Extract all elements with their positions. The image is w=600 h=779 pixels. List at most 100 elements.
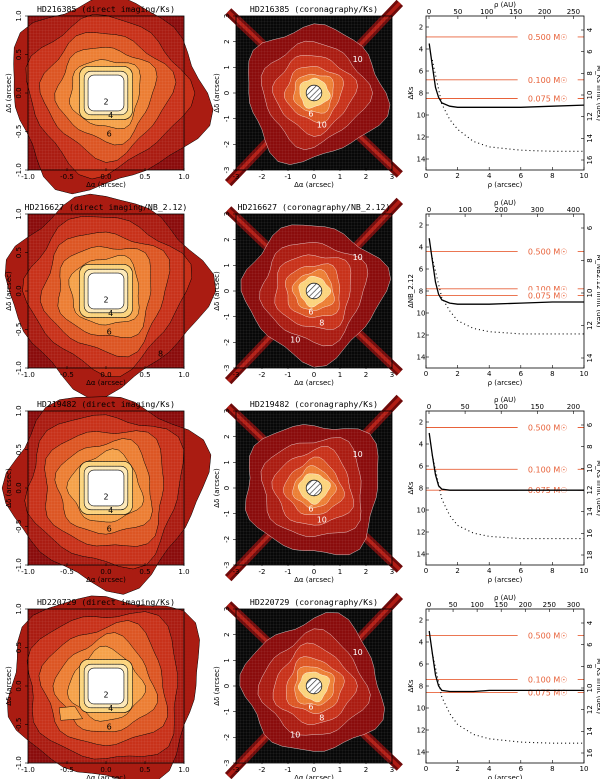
x-tick-label: 1 bbox=[338, 568, 342, 576]
left-tick-label: 10 bbox=[417, 705, 426, 713]
left-tick-label: 14 bbox=[417, 749, 426, 757]
right-tick-label: 12 bbox=[586, 486, 594, 495]
left-tick-label: 2 bbox=[419, 617, 423, 625]
x-tick-label: 1.0 bbox=[178, 568, 189, 576]
x-tick-label: 6 bbox=[519, 567, 524, 575]
x-tick-label: 10 bbox=[580, 370, 589, 378]
x-tick-label: 0.0 bbox=[100, 173, 111, 181]
x-tick-label: 2 bbox=[364, 371, 368, 379]
right-tick-label: 6 bbox=[586, 642, 594, 647]
right-tick-label: 10 bbox=[586, 91, 594, 100]
direct-contrast-curve bbox=[431, 652, 584, 744]
right-tick-label: 16 bbox=[586, 748, 594, 757]
top-tick-label: 100 bbox=[495, 403, 508, 411]
top-tick-label: 200 bbox=[495, 206, 508, 214]
detection-limit-panel: 0.500 M☉0.100 M☉0.075 M☉0 2 4 6 8 100 100 200 30… bbox=[407, 199, 600, 387]
y-tick-label: 1.0 bbox=[15, 10, 23, 21]
right-tick-label: 8 bbox=[586, 258, 594, 262]
x-tick-label: 0 bbox=[312, 766, 316, 774]
left-tick-label: 12 bbox=[417, 727, 426, 735]
coronagraphy-contrast-curve bbox=[428, 630, 584, 693]
mass-label-bg bbox=[517, 246, 578, 257]
coronagraphy-contrast-curve bbox=[428, 432, 584, 491]
right-tick-label: 4 bbox=[586, 27, 594, 32]
right-axis-label: M_Ks limit (dex) bbox=[595, 65, 600, 121]
panel-title: HD216385 (direct imaging/Ks) bbox=[37, 4, 175, 14]
contour-label: 2 bbox=[103, 493, 108, 502]
contour-label: 10 bbox=[353, 450, 363, 459]
right-tick-label: 6 bbox=[586, 422, 594, 427]
x-tick-label: 6 bbox=[519, 765, 524, 773]
x-tick-label: -0.5 bbox=[60, 766, 74, 774]
y-tick-label: 1 bbox=[223, 263, 231, 267]
panel-title: HD220729 (direct imaging/Ks) bbox=[37, 597, 175, 607]
y-tick-label: 0.5 bbox=[15, 642, 23, 653]
x-tick-label: 0.5 bbox=[139, 371, 150, 379]
y-tick-label: 1 bbox=[223, 65, 231, 69]
mass-label-bg bbox=[517, 630, 578, 641]
contour-label: 6 bbox=[308, 109, 313, 118]
top-tick-label: 0 bbox=[427, 206, 431, 214]
y-tick-label: -0.5 bbox=[15, 718, 23, 732]
pixel-grid bbox=[28, 609, 184, 763]
y-tick-label: 0.5 bbox=[15, 49, 23, 60]
panel-title: HD219482 (coronagraphy/Ks) bbox=[250, 399, 378, 409]
contour-label: 2 bbox=[103, 98, 108, 107]
x-tick-label: -1.0 bbox=[21, 568, 35, 576]
right-tick-label: 14 bbox=[586, 133, 594, 142]
right-tick-label: 6 bbox=[586, 225, 594, 230]
top-tick-label: 250 bbox=[567, 8, 580, 16]
direct-imaging-panel: 24 6 8 HD216627 (direct imaging/NB_2.12) -1.… bbox=[4, 193, 217, 399]
y-tick-label: 1 bbox=[223, 460, 231, 464]
mass-limit-label: 0.100 M☉ bbox=[528, 76, 568, 85]
contour-label: 6 bbox=[107, 525, 112, 534]
mass-label-bg bbox=[517, 674, 578, 685]
x-tick-label: 2 bbox=[455, 765, 459, 773]
y-tick-label: -2 bbox=[223, 536, 231, 543]
y-tick-label: -1.0 bbox=[15, 558, 23, 572]
contour-label: 10 bbox=[353, 55, 363, 64]
x-axis-label: ρ (arcsec) bbox=[488, 181, 523, 189]
mass-label-bg bbox=[517, 31, 578, 42]
x-tick-label: -2 bbox=[259, 766, 266, 774]
contour-label: 10 bbox=[317, 120, 327, 129]
top-tick-label: 50 bbox=[461, 403, 470, 411]
x-tick-label: 0 bbox=[312, 568, 316, 576]
y-tick-label: -1.0 bbox=[15, 163, 23, 177]
y-tick-label: -2 bbox=[223, 734, 231, 741]
right-tick-label: 10 bbox=[586, 684, 594, 693]
top-tick-label: 200 bbox=[538, 8, 551, 16]
top-tick-label: 150 bbox=[509, 8, 522, 16]
x-tick-label: 8 bbox=[550, 567, 554, 575]
y-tick-label: -1 bbox=[223, 313, 231, 320]
x-tick-label: 8 bbox=[550, 765, 554, 773]
x-tick-label: -2 bbox=[259, 173, 266, 181]
right-axis-label: M_NB2.12 limit (dex) bbox=[595, 254, 600, 328]
pixel-grid bbox=[28, 411, 184, 565]
x-axis-label: Δα (arcsec) bbox=[294, 379, 334, 387]
right-tick-label: 4 bbox=[586, 620, 594, 625]
x-tick-label: 6 bbox=[519, 172, 524, 180]
contour-label: 6 bbox=[308, 702, 313, 711]
x-tick-label: 0.5 bbox=[139, 766, 150, 774]
x-tick-label: 8 bbox=[550, 370, 554, 378]
coronagraph-mask bbox=[305, 677, 323, 695]
top-tick-label: 100 bbox=[470, 601, 483, 609]
mass-label-bg bbox=[517, 687, 578, 698]
right-tick-label: 12 bbox=[586, 705, 594, 714]
y-axis-label: ΔKs bbox=[407, 86, 415, 99]
direct-imaging-panel: 24 6 HD216385 (direct imaging/Ks) -1.0 -0.5 0… bbox=[5, 0, 214, 195]
y-tick-label: 1.0 bbox=[15, 603, 23, 614]
x-tick-label: -0.5 bbox=[60, 371, 74, 379]
x-tick-label: 1.0 bbox=[178, 766, 189, 774]
right-tick-label: 8 bbox=[586, 664, 594, 668]
x-tick-label: 0.5 bbox=[139, 173, 150, 181]
y-tick-label: -3 bbox=[223, 760, 231, 767]
coronagraphy-contrast-curve bbox=[428, 43, 585, 108]
x-axis-label: Δα (arcsec) bbox=[86, 379, 126, 387]
detection-limit-panel: 0.500 M☉0.100 M☉0.075 M☉0 2 4 6 8 100 50 100 150… bbox=[407, 396, 600, 584]
y-tick-label: -3 bbox=[223, 562, 231, 569]
top-axis-label: ρ (AU) bbox=[494, 594, 516, 602]
